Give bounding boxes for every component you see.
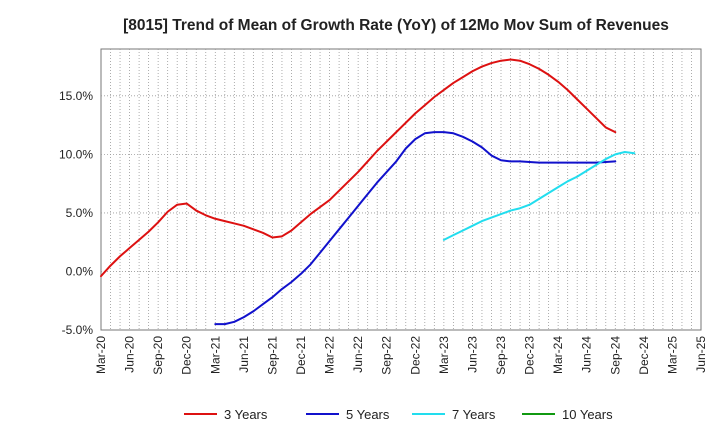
x-tick-label: Dec-20: [180, 336, 194, 375]
x-tick-label: Mar-21: [208, 336, 222, 374]
x-tick-label: Jun-20: [123, 336, 137, 373]
grid-lines: [101, 49, 701, 330]
x-tick-label: Sep-22: [380, 336, 394, 375]
chart-title: [8015] Trend of Mean of Growth Rate (YoY…: [123, 17, 669, 34]
x-tick-label: Mar-22: [323, 336, 337, 374]
x-tick-label: Mar-25: [665, 336, 679, 374]
legend-label: 10 Years: [562, 407, 613, 422]
x-tick-label: Mar-20: [94, 336, 108, 374]
x-axis-ticks: Mar-20 Jun-20 Sep-20 Dec-20 Mar-21 Jun-21 Sep-…: [94, 336, 708, 375]
y-tick-label: 10.0%: [59, 147, 93, 161]
x-tick-label: Mar-24: [551, 336, 565, 374]
x-tick-label: Jun-23: [465, 336, 479, 373]
plot-area: [100, 48, 702, 331]
x-tick-label: Jun-21: [237, 336, 251, 373]
y-tick-label: 0.0%: [66, 264, 94, 278]
y-axis-ticks: -5.0% 0.0% 5.0% 10.0% 15.0%: [59, 89, 93, 337]
x-tick-label: Dec-24: [637, 336, 651, 375]
y-tick-label: 5.0%: [66, 206, 94, 220]
series-lines: [100, 58, 636, 326]
legend-label: 7 Years: [452, 407, 496, 422]
x-tick-label: Jun-24: [580, 336, 594, 373]
y-tick-label: -5.0%: [62, 323, 94, 337]
series-line-5-years: [214, 131, 617, 326]
x-tick-label: Sep-23: [494, 336, 508, 375]
y-tick-label: 15.0%: [59, 89, 93, 103]
series-line-7-years: [442, 151, 636, 241]
x-tick-label: Mar-23: [437, 336, 451, 374]
legend-label: 3 Years: [224, 407, 268, 422]
x-tick-label: Sep-24: [608, 336, 622, 375]
x-tick-label: Sep-20: [151, 336, 165, 375]
legend-label: 5 Years: [346, 407, 390, 422]
x-tick-label: Dec-22: [408, 336, 422, 375]
x-tick-label: Jun-22: [351, 336, 365, 373]
x-tick-label: Sep-21: [265, 336, 279, 375]
x-tick-label: Dec-21: [294, 336, 308, 375]
series-line-3-years: [100, 58, 617, 278]
x-tick-label: Dec-23: [523, 336, 537, 375]
x-tick-label: Jun-25: [694, 336, 708, 373]
legend: 3 Years 5 Years 7 Years 10 Years: [184, 407, 613, 422]
